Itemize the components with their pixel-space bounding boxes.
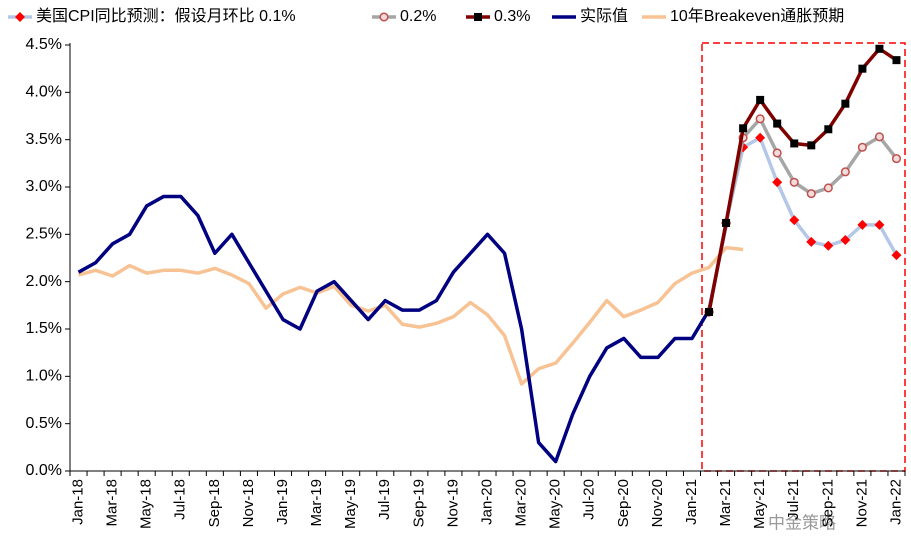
x-tick-label: Nov-19 — [444, 479, 461, 527]
marker — [474, 13, 482, 21]
x-tick-label: Mar-18 — [104, 479, 121, 527]
x-tick-label: Mar-19 — [308, 479, 325, 527]
marker — [739, 124, 748, 133]
legend-label: 10年Breakeven通胀预期 — [670, 7, 844, 25]
marker — [806, 236, 817, 247]
x-tick-label: Jan-20 — [478, 479, 495, 525]
x-tick-label: Sep-21 — [819, 479, 836, 527]
y-tick-label: 0.5% — [26, 415, 62, 432]
legend-label: 0.3% — [494, 8, 530, 25]
marker — [722, 218, 731, 227]
legend-label: 美国CPI同比预测：假设月环比 0.1% — [36, 7, 296, 25]
x-tick-label: Jan-18 — [69, 479, 86, 525]
marker — [789, 177, 799, 187]
marker — [15, 12, 25, 22]
marker — [772, 177, 783, 188]
marker — [379, 12, 389, 22]
x-tick-label: May-18 — [138, 479, 155, 529]
marker — [772, 148, 782, 158]
x-tick-label: May-20 — [547, 479, 564, 529]
marker — [857, 219, 868, 230]
y-tick-label: 2.0% — [26, 273, 62, 290]
marker — [841, 99, 850, 108]
x-tick-label: Nov-18 — [240, 479, 257, 527]
marker — [755, 114, 765, 124]
x-tick-label: Nov-20 — [649, 479, 666, 527]
marker — [823, 240, 834, 251]
marker — [891, 250, 902, 261]
y-tick-label: 1.0% — [26, 368, 62, 385]
marker — [789, 215, 800, 226]
x-tick-label: Sep-20 — [615, 479, 632, 527]
x-tick-label: Sep-18 — [206, 479, 223, 527]
x-tick-label: Jan-21 — [683, 479, 700, 525]
watermark: 中金策略 — [768, 513, 836, 532]
series-line — [78, 245, 744, 386]
x-tick-label: Nov-21 — [853, 479, 870, 527]
marker — [891, 154, 902, 164]
marker — [756, 95, 765, 104]
y-tick-label: 3.0% — [26, 178, 62, 195]
legend-label: 0.2% — [400, 8, 436, 25]
marker — [875, 44, 884, 53]
x-tick-label: Jul-20 — [581, 479, 598, 520]
series-line — [707, 117, 898, 313]
marker — [874, 219, 885, 230]
marker — [840, 235, 851, 246]
marker — [840, 167, 850, 177]
marker — [858, 64, 867, 73]
legend-label: 实际值 — [580, 7, 628, 25]
x-tick-label: Sep-19 — [410, 479, 427, 527]
x-tick-label: May-21 — [751, 479, 768, 529]
x-tick-label: Jul-21 — [785, 479, 802, 520]
x-tick-label: May-19 — [342, 479, 359, 529]
y-tick-label: 0.0% — [26, 462, 62, 479]
marker — [874, 132, 884, 142]
x-tick-label: Mar-21 — [717, 479, 734, 527]
marker — [755, 132, 766, 143]
marker — [806, 189, 816, 199]
y-tick-label: 3.5% — [26, 131, 62, 148]
y-tick-label: 4.5% — [26, 36, 62, 53]
x-tick-label: Jan-19 — [274, 479, 291, 525]
marker — [790, 139, 799, 148]
marker — [705, 307, 714, 316]
x-tick-label: Jul-19 — [376, 479, 393, 520]
x-tick-label: Jul-18 — [172, 479, 189, 520]
marker — [857, 142, 867, 152]
y-tick-label: 1.5% — [26, 320, 62, 337]
legend: 美国CPI同比预测：假设月环比 0.1% 0.2% 0.3% 实际值 10年Breake… — [8, 7, 844, 25]
marker — [892, 56, 901, 65]
y-tick-label: 2.5% — [26, 226, 62, 243]
highlight-box — [701, 42, 906, 472]
x-tick-label: Mar-20 — [513, 479, 530, 527]
y-tick-label: 4.0% — [26, 84, 62, 101]
series-line — [77, 194, 728, 464]
marker — [807, 141, 816, 150]
marker — [773, 119, 782, 128]
x-tick-label: Jan-22 — [887, 479, 904, 525]
marker — [823, 183, 833, 193]
marker — [824, 125, 833, 134]
